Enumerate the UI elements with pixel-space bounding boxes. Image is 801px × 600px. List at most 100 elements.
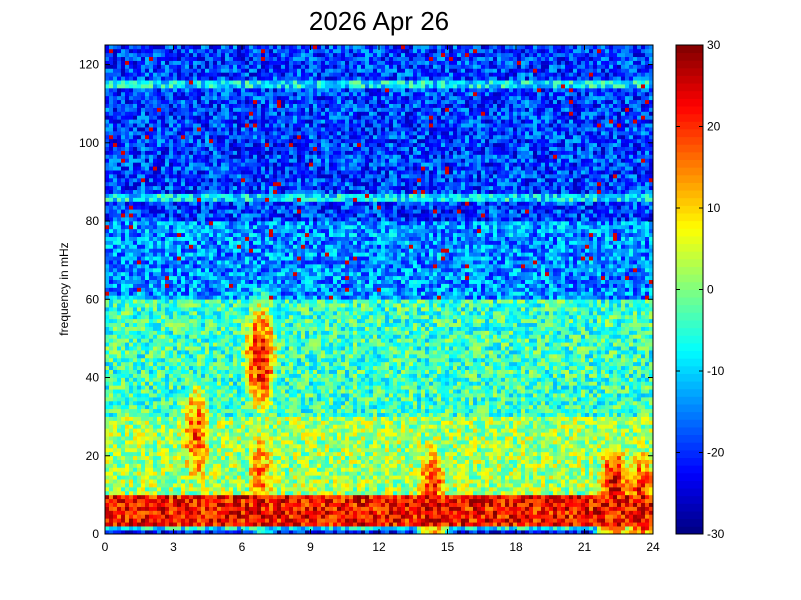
heatmap-cell — [201, 182, 205, 186]
heatmap-cell — [213, 401, 217, 405]
heatmap-cell — [197, 112, 201, 116]
heatmap-cell — [249, 311, 253, 315]
heatmap-cell — [257, 350, 261, 354]
heatmap-cell — [113, 499, 117, 503]
heatmap-cell — [209, 166, 213, 170]
heatmap-cell — [121, 460, 125, 464]
heatmap-cell — [117, 76, 121, 80]
heatmap-cell — [253, 471, 257, 475]
heatmap-cell — [153, 213, 157, 217]
heatmap-cell — [161, 440, 165, 444]
heatmap-cell — [237, 499, 241, 503]
heatmap-cell — [157, 331, 161, 335]
heatmap-cell — [197, 448, 201, 452]
heatmap-cell — [113, 57, 117, 61]
heatmap-cell — [153, 119, 157, 123]
heatmap-cell — [225, 264, 229, 268]
heatmap-cell — [149, 507, 153, 511]
heatmap-cell — [109, 409, 113, 413]
heatmap-cell — [121, 444, 125, 448]
heatmap-cell — [209, 471, 213, 475]
heatmap-cell — [149, 479, 153, 483]
heatmap-cell — [253, 139, 257, 143]
heatmap-cell — [209, 366, 213, 370]
heatmap-cell — [113, 155, 117, 159]
heatmap-cell — [205, 338, 209, 342]
heatmap-cell — [157, 280, 161, 284]
heatmap-cell — [121, 315, 125, 319]
heatmap-cell — [185, 464, 189, 468]
heatmap-cell — [209, 245, 213, 249]
heatmap-cell — [137, 49, 141, 53]
heatmap-cell — [149, 88, 153, 92]
heatmap-cell — [125, 432, 129, 436]
heatmap-cell — [197, 108, 201, 112]
heatmap-cell — [165, 166, 169, 170]
heatmap-cell — [141, 295, 145, 299]
heatmap-cell — [149, 334, 153, 338]
heatmap-cell — [125, 358, 129, 362]
heatmap-cell — [245, 158, 249, 162]
heatmap-cell — [157, 378, 161, 382]
heatmap-cell — [153, 260, 157, 264]
heatmap-cell — [221, 104, 225, 108]
heatmap-cell — [185, 245, 189, 249]
heatmap-cell — [233, 84, 237, 88]
heatmap-cell — [241, 276, 245, 280]
heatmap-cell — [257, 409, 261, 413]
heatmap-cell — [261, 456, 265, 460]
heatmap-cell — [213, 491, 217, 495]
heatmap-cell — [157, 374, 161, 378]
heatmap-cell — [141, 151, 145, 155]
heatmap-cell — [109, 209, 113, 213]
heatmap-cell — [257, 491, 261, 495]
heatmap-cell — [209, 464, 213, 468]
heatmap-cell — [173, 511, 177, 515]
heatmap-cell — [137, 205, 141, 209]
heatmap-cell — [225, 288, 229, 292]
heatmap-cell — [173, 229, 177, 233]
heatmap-cell — [229, 123, 233, 127]
heatmap-cell — [113, 358, 117, 362]
heatmap-cell — [165, 155, 169, 159]
heatmap-cell — [249, 65, 253, 69]
heatmap-cell — [137, 507, 141, 511]
heatmap-cell — [129, 436, 133, 440]
heatmap-cell — [121, 127, 125, 131]
heatmap-cell — [237, 264, 241, 268]
heatmap-cell — [197, 264, 201, 268]
heatmap-cell — [181, 397, 185, 401]
heatmap-cell — [213, 108, 217, 112]
heatmap-cell — [257, 147, 261, 151]
heatmap-cell — [217, 76, 221, 80]
heatmap-cell — [237, 201, 241, 205]
heatmap-cell — [145, 507, 149, 511]
heatmap-cell — [221, 487, 225, 491]
heatmap-cell — [133, 131, 137, 135]
heatmap-cell — [137, 241, 141, 245]
heatmap-cell — [201, 217, 205, 221]
heatmap-cell — [197, 440, 201, 444]
heatmap-cell — [173, 483, 177, 487]
heatmap-cell — [153, 104, 157, 108]
heatmap-cell — [253, 432, 257, 436]
heatmap-cell — [197, 522, 201, 526]
heatmap-cell — [165, 487, 169, 491]
heatmap-cell — [161, 264, 165, 268]
heatmap-cell — [149, 284, 153, 288]
heatmap-cell — [189, 119, 193, 123]
heatmap-cell — [209, 143, 213, 147]
heatmap-cell — [117, 366, 121, 370]
heatmap-cell — [145, 311, 149, 315]
heatmap-cell — [129, 456, 133, 460]
heatmap-cell — [253, 491, 257, 495]
heatmap-cell — [125, 518, 129, 522]
heatmap-cell — [229, 135, 233, 139]
heatmap-cell — [217, 432, 221, 436]
heatmap-cell — [125, 112, 129, 116]
heatmap-cell — [129, 464, 133, 468]
heatmap-cell — [109, 92, 113, 96]
heatmap-cell — [181, 49, 185, 53]
heatmap-cell — [241, 417, 245, 421]
heatmap-cell — [221, 115, 225, 119]
